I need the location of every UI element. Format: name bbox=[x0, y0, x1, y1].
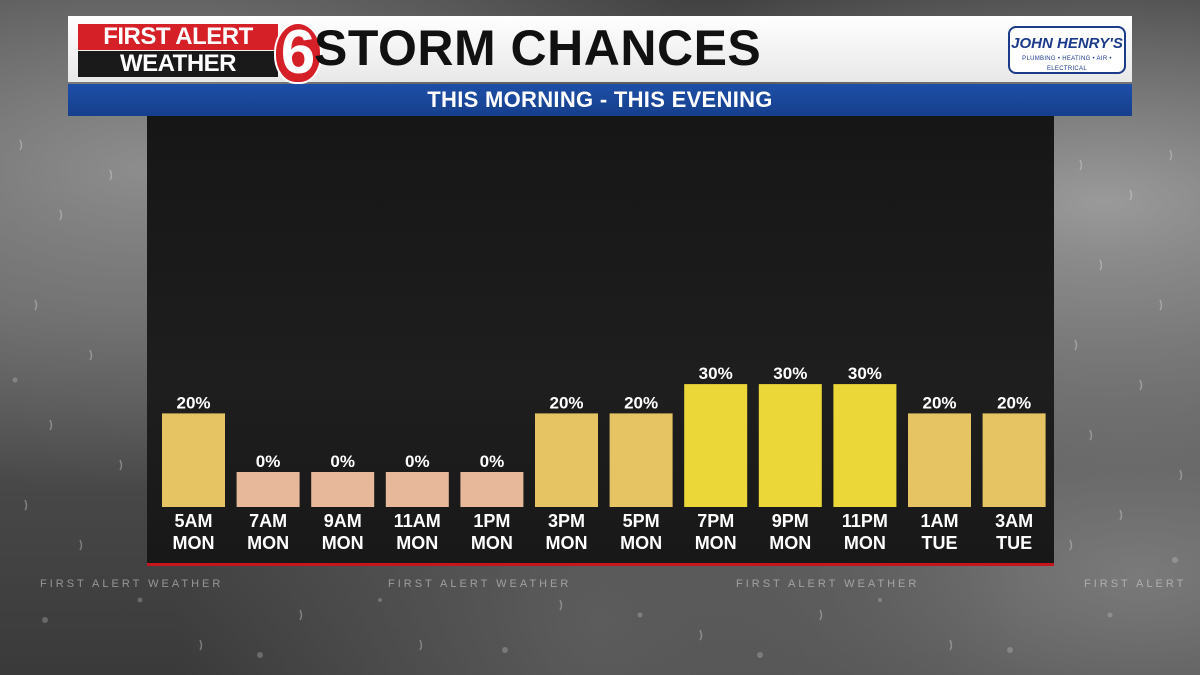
bar-1pm bbox=[460, 472, 524, 507]
tick-label-day: MON bbox=[769, 533, 811, 553]
bar-11am bbox=[385, 472, 449, 507]
bar-9pm bbox=[758, 384, 822, 507]
bar-9am bbox=[311, 472, 375, 507]
data-label-1pm: 0% bbox=[480, 452, 505, 471]
data-label-7pm: 30% bbox=[699, 364, 733, 383]
storm-chance-chart: 20%5AMMON0%7AMMON0%9AMMON0%11AMMON0%1PMM… bbox=[162, 364, 1046, 553]
tick-label-day: MON bbox=[396, 533, 438, 553]
data-label-11pm: 30% bbox=[848, 364, 882, 383]
tick-label-day: MON bbox=[247, 533, 289, 553]
tick-label-day: MON bbox=[322, 533, 364, 553]
logo-channel-number: 6 bbox=[274, 22, 322, 84]
bar-3pm bbox=[535, 413, 598, 507]
tick-label-time: 5AM bbox=[174, 511, 212, 531]
bar-3am bbox=[982, 413, 1046, 507]
page-title: STORM CHANCES bbox=[314, 20, 762, 76]
tick-label-day: MON bbox=[546, 533, 588, 553]
data-label-1am: 20% bbox=[922, 393, 956, 412]
tick-label-time: 11PM bbox=[842, 511, 888, 531]
data-label-3pm: 20% bbox=[549, 393, 583, 412]
data-label-3am: 20% bbox=[997, 393, 1031, 412]
data-label-7am: 0% bbox=[256, 452, 281, 471]
sponsor-logo: JOHN HENRY'S PLUMBING • HEATING • AIR • … bbox=[1008, 26, 1126, 74]
bar-5am bbox=[162, 413, 225, 507]
tick-label-day: TUE bbox=[996, 533, 1032, 553]
bar-11pm bbox=[833, 384, 897, 507]
tick-label-time: 7AM bbox=[249, 511, 287, 531]
tick-label-time: 7PM bbox=[697, 511, 734, 531]
logo-line-first-alert: FIRST ALERT bbox=[78, 24, 278, 50]
tick-label-time: 5PM bbox=[623, 511, 660, 531]
tick-label-day: MON bbox=[620, 533, 662, 553]
data-label-5pm: 20% bbox=[624, 393, 658, 412]
watermark-4: FIRST ALERT bbox=[1084, 578, 1187, 590]
watermark-1: FIRST ALERT WEATHER bbox=[40, 578, 224, 590]
bar-5pm bbox=[609, 413, 673, 507]
watermark-2: FIRST ALERT WEATHER bbox=[388, 578, 572, 590]
sponsor-name: JOHN HENRY'S bbox=[1011, 35, 1123, 52]
bar-7am bbox=[236, 472, 300, 507]
chart-panel: 20% 5AM MON 0% 7AM MON 0% 9AM MON 0% 11AM MON 0% 1PM M… bbox=[147, 116, 1054, 566]
data-label-9pm: 30% bbox=[773, 364, 807, 383]
tick-label-time: 1PM bbox=[473, 511, 510, 531]
bar-1am bbox=[908, 413, 971, 507]
tick-label-time: 3AM bbox=[995, 511, 1033, 531]
station-logo: FIRST ALERT WEATHER 6 bbox=[78, 22, 322, 84]
tick-label-day: MON bbox=[173, 533, 215, 553]
subtitle-bar: THIS MORNING - THIS EVENING bbox=[68, 84, 1132, 116]
data-label-11am: 0% bbox=[405, 452, 430, 471]
tick-label-time: 1AM bbox=[920, 511, 958, 531]
tick-label-time: 3PM bbox=[548, 511, 585, 531]
tick-label-day: MON bbox=[844, 533, 886, 553]
bar-7pm bbox=[684, 384, 748, 507]
logo-line-weather: WEATHER bbox=[78, 51, 278, 77]
tick-label-time: 9AM bbox=[324, 511, 362, 531]
data-label-5am: 20% bbox=[176, 393, 210, 412]
tick-label-day: TUE bbox=[922, 533, 958, 553]
tick-label-day: MON bbox=[695, 533, 737, 553]
data-label-9am: 0% bbox=[330, 452, 355, 471]
watermark-3: FIRST ALERT WEATHER bbox=[736, 578, 920, 590]
tick-label-time: 9PM bbox=[772, 511, 809, 531]
tick-label-day: MON bbox=[471, 533, 513, 553]
sponsor-tagline: PLUMBING • HEATING • AIR • ELECTRICAL bbox=[1022, 56, 1112, 72]
tick-label-time: 11AM bbox=[394, 511, 441, 531]
page-subtitle: THIS MORNING - THIS EVENING bbox=[427, 87, 773, 112]
